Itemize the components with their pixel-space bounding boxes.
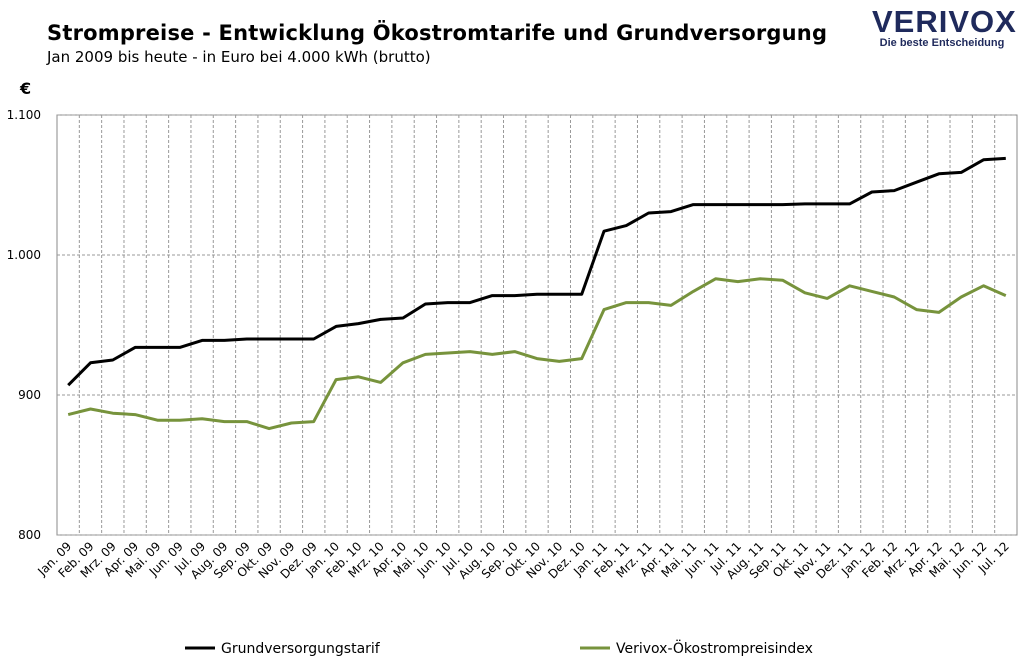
y-tick-label: 1.000: [7, 248, 41, 262]
plot-border: [56, 114, 1018, 536]
y-axis-label: €: [19, 79, 31, 98]
logo-brand: VERIVOX: [872, 4, 1017, 39]
y-tick-label: 800: [18, 528, 41, 542]
series-line-grundversorgungstarif: [67, 156, 1006, 387]
logo-tagline: Die beste Entscheidung: [879, 37, 1005, 49]
y-tick-label: 900: [18, 388, 41, 402]
chart-subtitle: Jan 2009 bis heute - in Euro bei 4.000 k…: [47, 48, 431, 66]
legend-item: Grundversorgungstarif: [185, 641, 381, 657]
legend-item: Verivox-Ökostrompreisindex: [580, 639, 813, 657]
legend-label: Grundversorgungstarif: [221, 641, 381, 657]
series-line-oekostrompreisindex: [67, 277, 1007, 431]
chart-title: Strompreise - Entwicklung Ökostromtarife…: [47, 21, 828, 45]
verivox-logo: VERIVOX Die beste Entscheidung: [872, 4, 1017, 49]
legend-label: Verivox-Ökostrompreisindex: [616, 639, 813, 657]
y-tick-label: 1.100: [7, 108, 41, 122]
